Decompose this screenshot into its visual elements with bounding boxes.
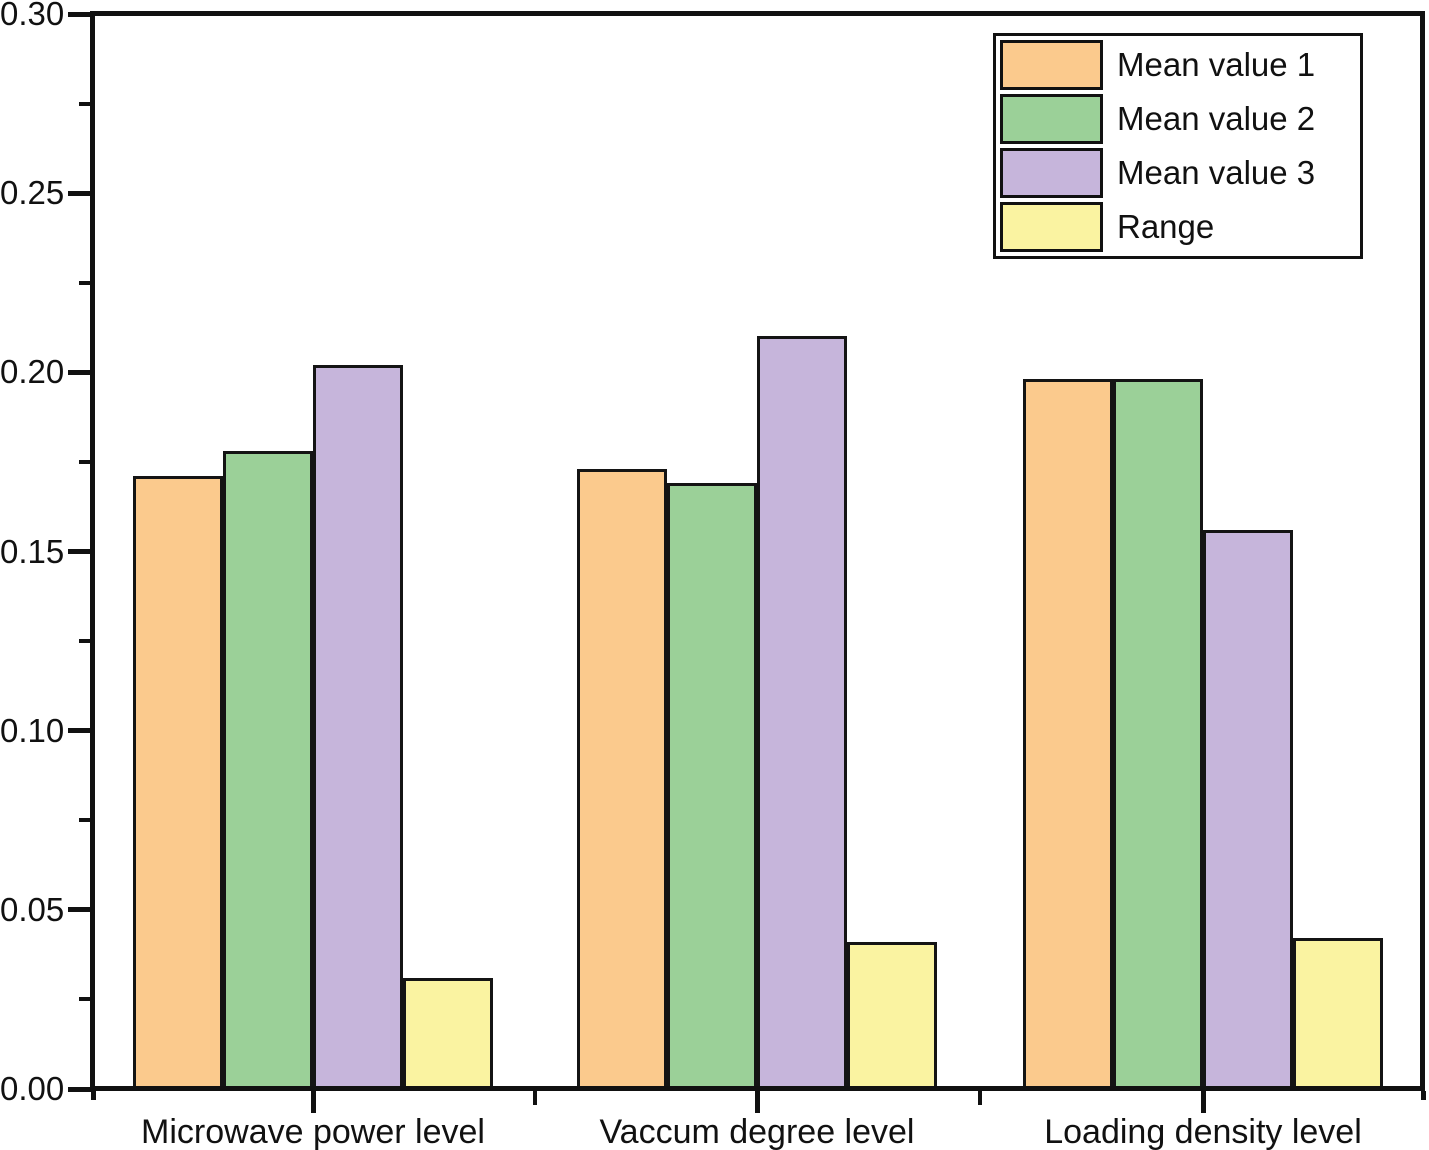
y-axis-minor-tick — [79, 101, 91, 106]
axis-corner-tick — [1420, 1091, 1426, 1100]
y-axis-tick-label: 0.05 — [0, 890, 65, 928]
legend: Mean value 1 Mean value 2 Mean value 3 Rang… — [993, 33, 1363, 259]
legend-item: Mean value 3 — [1000, 148, 1356, 198]
y-axis-minor-tick — [79, 280, 91, 285]
bar — [1203, 530, 1293, 1089]
bar — [1293, 938, 1383, 1089]
y-axis-major-tick — [68, 190, 91, 196]
y-axis-tick-label: 0.30 — [0, 0, 65, 32]
y-axis-minor-tick — [79, 459, 91, 464]
legend-swatch — [1000, 202, 1103, 252]
y-axis-major-tick — [68, 1086, 91, 1092]
legend-swatch — [1000, 148, 1103, 198]
legend-item: Mean value 1 — [1000, 40, 1356, 90]
bar — [847, 942, 937, 1089]
legend-label: Mean value 3 — [1117, 154, 1316, 191]
category-label: Vaccum degree level — [599, 1113, 915, 1150]
bar — [577, 469, 667, 1089]
y-axis-major-tick — [68, 907, 91, 913]
y-axis-minor-tick — [79, 639, 91, 644]
bar — [667, 483, 757, 1089]
category-label: Microwave power level — [141, 1113, 485, 1150]
axis-corner-tick — [90, 1091, 96, 1100]
y-axis-minor-tick — [79, 818, 91, 823]
y-axis-tick-label: 0.25 — [0, 174, 65, 212]
x-axis-minor-tick — [978, 1091, 982, 1105]
bar — [403, 978, 493, 1089]
bar — [223, 451, 313, 1089]
legend-label: Mean value 2 — [1117, 100, 1316, 137]
bar — [133, 476, 223, 1089]
y-axis-major-tick — [68, 369, 91, 375]
x-axis-major-tick — [754, 1091, 760, 1113]
bar — [1113, 379, 1203, 1089]
legend-item: Mean value 2 — [1000, 94, 1356, 144]
legend-item: Range — [1000, 202, 1356, 252]
legend-swatch — [1000, 94, 1103, 144]
x-axis-major-tick — [310, 1091, 316, 1113]
category-label: Loading density level — [1044, 1113, 1362, 1150]
y-axis-minor-tick — [79, 997, 91, 1002]
y-axis-major-tick — [68, 549, 91, 554]
y-axis-tick-label: 0.00 — [0, 1070, 65, 1107]
x-axis-minor-tick — [533, 1091, 537, 1105]
y-axis-tick-label: 0.10 — [0, 711, 65, 749]
y-axis-major-tick — [68, 11, 91, 17]
bar — [757, 336, 847, 1089]
legend-swatch — [1000, 40, 1103, 90]
y-axis-tick-label: 0.15 — [0, 532, 65, 570]
y-axis-tick-label: 0.20 — [0, 353, 65, 391]
x-axis-major-tick — [1200, 1091, 1206, 1113]
legend-label: Range — [1117, 208, 1215, 245]
legend-label: Mean value 1 — [1117, 46, 1316, 83]
bar — [313, 365, 403, 1089]
y-axis-major-tick — [68, 728, 91, 734]
